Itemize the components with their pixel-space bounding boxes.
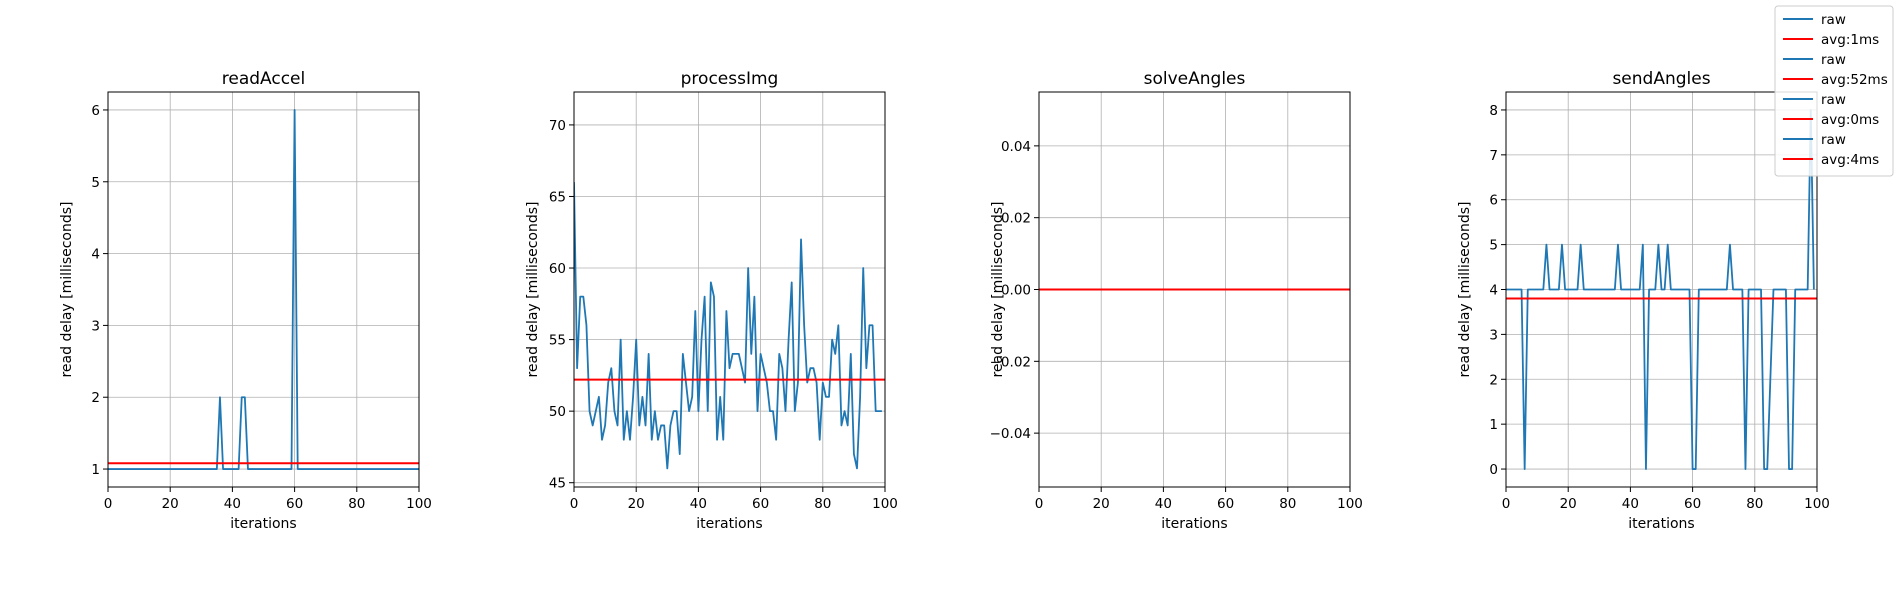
legend: raw avg:1ms raw avg:52ms raw avg:0ms raw avg:4m…	[1774, 5, 1894, 177]
y-tick-label: 8	[1489, 103, 1498, 119]
y-tick-label: 2	[91, 390, 100, 406]
y-tick-label: 3	[1489, 327, 1498, 343]
x-tick-label: 20	[628, 496, 645, 512]
x-tick-label: 40	[224, 496, 241, 512]
y-tick-label: 0.02	[1001, 211, 1031, 227]
legend-entry-label: raw	[1821, 132, 1846, 148]
y-tick-label: 5	[1489, 238, 1498, 254]
x-tick-label: 20	[162, 496, 179, 512]
y-tick-label: 65	[549, 189, 566, 205]
axes-frame	[107, 91, 420, 488]
chart-title: sendAngles	[1612, 69, 1710, 89]
series-group	[108, 109, 419, 470]
y-tick-label: 2	[1489, 372, 1498, 388]
y-tick-label: 4	[1489, 283, 1498, 299]
legend-entry-label: raw	[1821, 52, 1846, 68]
x-tick-label: 60	[286, 496, 303, 512]
y-tick-label: −0.02	[990, 354, 1031, 370]
y-tick-label: 0.04	[1001, 139, 1031, 155]
y-axis-label: read delay [milliseconds]	[525, 201, 541, 377]
legend-entry-label: raw	[1821, 12, 1846, 28]
legend-entry-label: avg:4ms	[1821, 152, 1879, 168]
chart-title: readAccel	[222, 69, 306, 89]
axes-frame	[573, 91, 886, 488]
x-tick-label: 60	[1217, 496, 1234, 512]
raw-line-readAccel	[108, 109, 419, 470]
raw-line-processImg	[574, 182, 882, 470]
y-tick-label: 1	[91, 462, 100, 478]
x-axis-label: iterations	[1161, 516, 1227, 532]
x-tick-label: 0	[104, 496, 113, 512]
y-tick-label: 0.00	[1001, 283, 1031, 299]
x-tick-label: 80	[814, 496, 831, 512]
y-axis-label: read delay [milliseconds]	[1457, 201, 1473, 377]
x-tick-label: 20	[1560, 496, 1577, 512]
x-tick-label: 40	[1622, 496, 1639, 512]
x-tick-label: 100	[406, 496, 432, 512]
x-tick-label: 80	[1279, 496, 1296, 512]
y-tick-label: 50	[549, 404, 566, 420]
y-tick-label: 45	[549, 476, 566, 492]
chart-title: solveAngles	[1144, 69, 1246, 89]
x-tick-label: 100	[1337, 496, 1363, 512]
y-tick-label: 0	[1489, 462, 1498, 478]
y-axis-label: read delay [milliseconds]	[59, 201, 75, 377]
x-tick-label: 40	[1155, 496, 1172, 512]
y-tick-label: 6	[91, 103, 100, 119]
x-tick-label: 100	[872, 496, 898, 512]
y-tick-label: 5	[91, 175, 100, 191]
panel-processImg: 0 20 40 60 80 100 45 50 55 60 65 70 processImg iterat…	[525, 69, 898, 532]
y-tick-label: 4	[91, 247, 100, 263]
legend-entry-label: raw	[1821, 92, 1846, 108]
y-tick-label: −0.04	[990, 426, 1031, 442]
x-tick-label: 0	[1502, 496, 1511, 512]
x-tick-label: 60	[752, 496, 769, 512]
x-tick-label: 40	[690, 496, 707, 512]
y-tick-label: 60	[549, 261, 566, 277]
series-group	[1506, 109, 1817, 470]
y-tick-label: 6	[1489, 193, 1498, 209]
legend-entry-label: avg:0ms	[1821, 112, 1879, 128]
x-tick-label: 100	[1804, 496, 1830, 512]
y-tick-label: 3	[91, 318, 100, 334]
panel-readAccel: 0 20 40 60 80 100 1 2 3 4 5 6 readAccel iterations rea…	[59, 69, 432, 532]
x-tick-label: 0	[1035, 496, 1044, 512]
y-tick-label: 7	[1489, 148, 1498, 164]
chart-title: processImg	[681, 69, 779, 89]
x-tick-label: 60	[1684, 496, 1701, 512]
x-axis-label: iterations	[696, 516, 762, 532]
y-axis-label: read delay [milliseconds]	[990, 201, 1006, 377]
x-axis-label: iterations	[1628, 516, 1694, 532]
legend-entry-label: avg:1ms	[1821, 32, 1879, 48]
legend-box	[1774, 5, 1894, 177]
x-axis-label: iterations	[230, 516, 296, 532]
raw-line-sendAngles	[1506, 109, 1815, 470]
panel-solveAngles: 0 20 40 60 80 100 −0.04 −0.02 0.00 0.02 0.04 solveA…	[990, 69, 1363, 532]
x-tick-label: 0	[570, 496, 579, 512]
x-tick-label: 20	[1093, 496, 1110, 512]
legend-entry-label: avg:52ms	[1821, 72, 1888, 88]
panel-sendAngles: 0 20 40 60 80 100 0 1 2 3 4 5 6 7 8 sendAngles iteration…	[1457, 69, 1830, 532]
series-group	[574, 182, 885, 470]
y-tick-label: 1	[1489, 417, 1498, 433]
x-tick-label: 80	[1746, 496, 1763, 512]
y-tick-label: 55	[549, 333, 566, 349]
y-tick-label: 70	[549, 118, 566, 134]
x-tick-label: 80	[348, 496, 365, 512]
